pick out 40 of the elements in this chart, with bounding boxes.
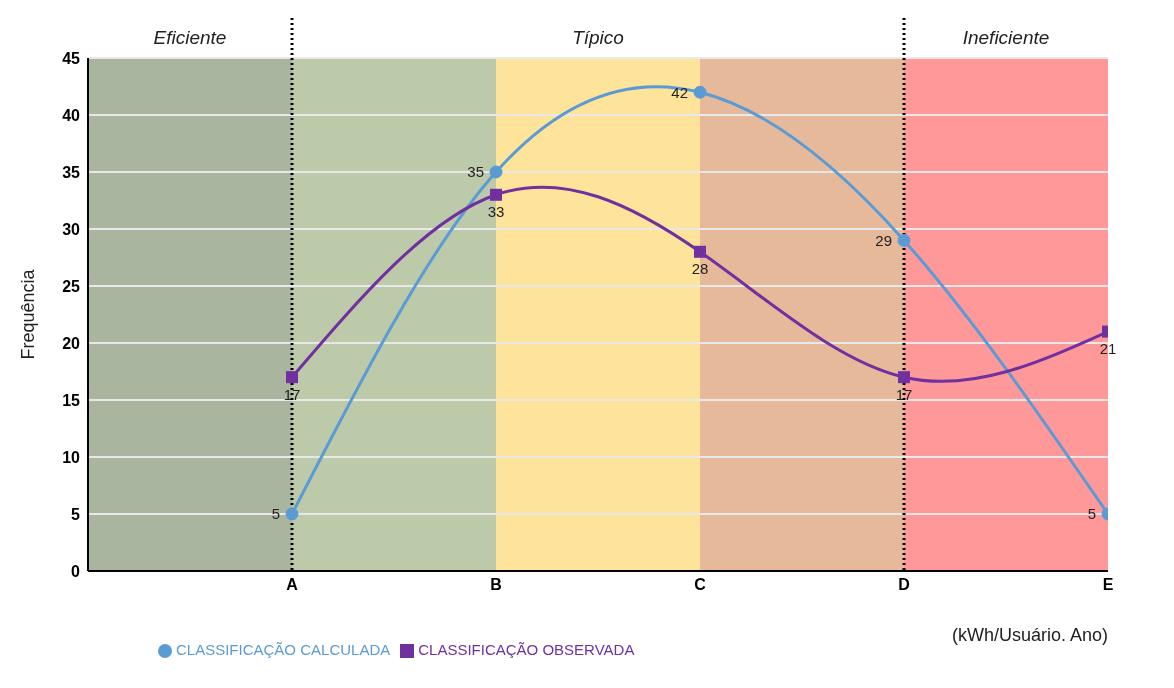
x-tick-label: C [694, 576, 707, 594]
y-tick-label: 45 [62, 49, 81, 67]
data-label: 17 [283, 385, 301, 403]
y-tick-label: 5 [71, 505, 81, 523]
y-tick-label: 40 [62, 106, 81, 124]
y-tick-label: 30 [62, 220, 81, 238]
data-label: 5 [1087, 505, 1096, 523]
text: Eficiente [153, 27, 227, 48]
x-tick-label: D [898, 576, 910, 594]
point [286, 371, 298, 384]
y-tick-label: 25 [62, 277, 81, 295]
x-axis-title: (kWh/Usuário. Ano) [951, 624, 1108, 645]
y-axis-title: Frequência [18, 268, 39, 360]
point [897, 233, 911, 247]
x-tick-label: A [286, 576, 299, 594]
text: Ineficiente [962, 27, 1050, 48]
data-label: 21 [1099, 340, 1117, 358]
text: Típico [572, 27, 624, 48]
data-label: 42 [671, 83, 688, 101]
y-tick-label: 15 [62, 391, 81, 409]
point [694, 245, 706, 258]
x-tick-label: E [1102, 576, 1114, 594]
point [489, 165, 503, 179]
legend-label: CLASSIFICAÇÃO CALCULADA [176, 640, 391, 658]
point [285, 507, 299, 521]
legend-label: CLASSIFICAÇÃO OBSERVADA [418, 640, 635, 658]
x-tick-label: B [490, 576, 502, 594]
y-tick-label: 0 [71, 562, 81, 580]
y-tick-label: 35 [62, 163, 81, 181]
point [490, 188, 502, 201]
point [693, 85, 707, 99]
data-label: 35 [467, 163, 484, 181]
y-tick-label: 10 [62, 448, 81, 466]
data-label: 28 [691, 260, 709, 278]
data-label: 5 [271, 505, 280, 523]
data-label: 33 [487, 203, 505, 221]
data-label: 17 [895, 385, 913, 403]
y-tick-label: 20 [62, 334, 81, 352]
point [898, 371, 910, 384]
data-label: 29 [875, 231, 892, 249]
